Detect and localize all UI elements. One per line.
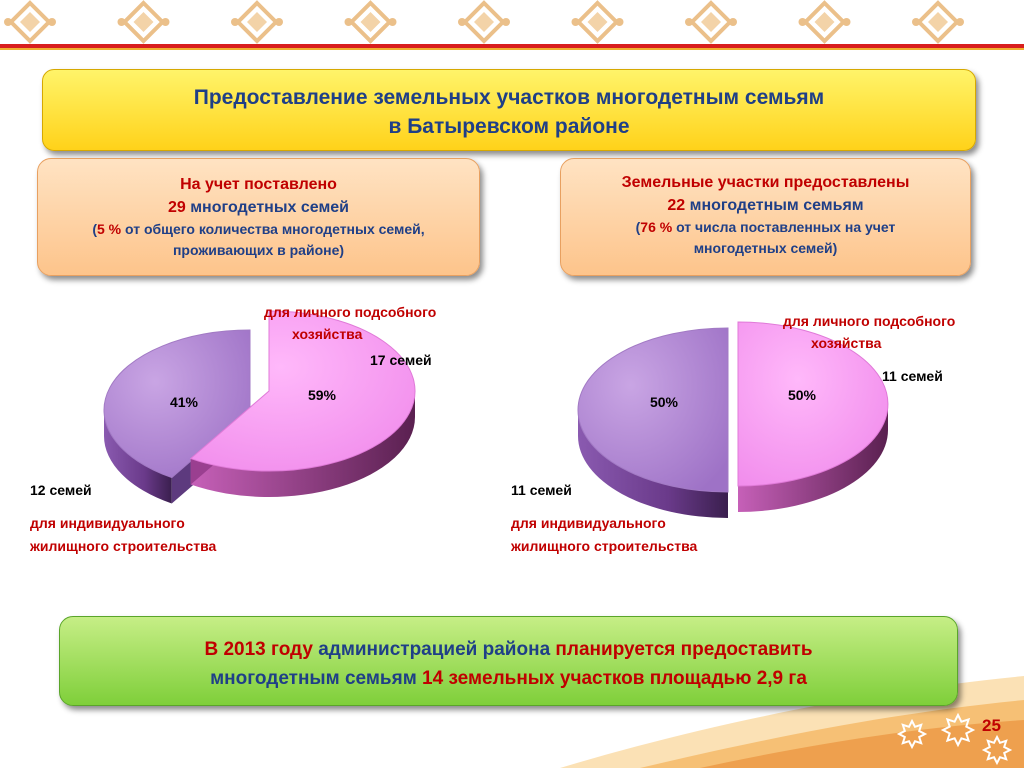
plan-action: планируется предоставить [555, 639, 813, 660]
registered-share-percent: 5 % [96, 221, 122, 237]
provided-count-line: 22 многодетным семьям [561, 194, 970, 217]
registered-count-text: многодетных семей [185, 199, 350, 216]
plan-year: В 2013 году [204, 639, 319, 660]
header-red-line [0, 44, 1024, 48]
left-chart-subsidiary-label-2: хозяйства [292, 326, 363, 342]
ornament-motif-icon [685, 0, 737, 44]
right-chart-subsidiary-count: 11 семей [882, 368, 943, 384]
star-ornament-icon [981, 734, 1013, 766]
left-chart-subsidiary-label-1: для личного подсобного [264, 304, 437, 320]
provided-share-percent: 76 % [640, 219, 673, 235]
registered-share-text: от общего количества многодетных семей, [121, 221, 425, 237]
left-chart-housing-label-2: жилищного строительства [30, 538, 217, 554]
left-chart-housing-label-1: для индивидуального [30, 515, 185, 531]
right-chart-housing-label-2: жилищного строительства [511, 538, 698, 554]
star-ornament-icon [940, 712, 976, 748]
registered-families-box: На учет поставлено 29 многодетных семей … [37, 158, 480, 276]
paren-open: ( [92, 221, 97, 237]
star-ornament-icon [896, 718, 928, 750]
ornament-motif-icon [231, 0, 283, 44]
right-chart-housing-count: 11 семей [511, 482, 572, 498]
ornament-motif-icon [4, 0, 56, 44]
ornament-motif-icon [458, 0, 510, 44]
registered-count: 29 [167, 199, 186, 216]
plan-line-2: многодетным семьям 14 земельных участков… [60, 664, 957, 693]
provided-heading: Земельные участки предоставлены [621, 174, 910, 191]
page-number: 25 [982, 716, 1001, 735]
provided-plots-box: Земельные участки предоставлены 22 много… [560, 158, 971, 276]
provided-share-text: от числа поставленных на учет [672, 219, 896, 235]
plan-subject: администрацией района [318, 639, 556, 660]
paren-open: ( [635, 219, 641, 235]
ornament-motif-icon [912, 0, 964, 44]
slide-title: Предоставление земельных участков многод… [193, 86, 825, 138]
plan-amount: 14 земельных участков площадью 2,9 га [422, 668, 807, 689]
provided-share-line: (76 % от числа поставленных на учет [561, 217, 970, 238]
plan-2013-box: В 2013 году администрацией района планир… [59, 616, 958, 706]
ornament-motif-icon [344, 0, 397, 44]
ornament-band [0, 0, 1024, 44]
header-gold-line [0, 48, 1024, 50]
ornament-pattern [4, 0, 964, 44]
ornament-motif-icon [798, 0, 851, 44]
right-chart-housing-label-1: для индивидуального [511, 515, 666, 531]
plan-recipients: многодетным семьям [210, 668, 423, 689]
ornament-motif-icon [571, 0, 624, 44]
provided-count-text: многодетным семьям [685, 197, 864, 214]
provided-share-line-2: многодетных семей) [693, 240, 838, 256]
registered-share-line: (5 % от общего количества многодетных се… [38, 219, 479, 240]
registered-heading: На учет поставлено [180, 176, 337, 193]
plan-line-1: В 2013 году администрацией района планир… [60, 635, 957, 664]
registered-count-line: 29 многодетных семей [38, 196, 479, 219]
left-chart-housing-count: 12 семей [30, 482, 92, 498]
ornament-motif-icon [117, 0, 170, 44]
right-chart-subsidiary-label-1: для личного подсобного [783, 313, 956, 329]
provided-count: 22 [667, 197, 686, 214]
right-chart-subsidiary-label-2: хозяйства [811, 335, 882, 351]
registered-share-line-2: проживающих в районе) [172, 242, 345, 258]
left-chart-subsidiary-count: 17 семей [370, 352, 432, 368]
title-box: Предоставление земельных участков многод… [42, 69, 976, 151]
